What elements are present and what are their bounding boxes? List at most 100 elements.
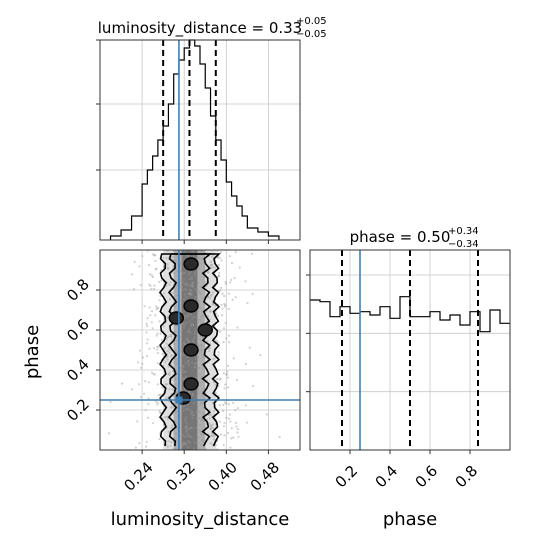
joint-scatter-point bbox=[208, 416, 211, 420]
joint-scatter-point bbox=[191, 282, 194, 285]
joint-scatter-point bbox=[230, 437, 233, 440]
joint-scatter-point bbox=[185, 426, 189, 429]
joint-scatter-point bbox=[176, 294, 179, 297]
joint-scatter-point bbox=[194, 363, 197, 366]
joint-scatter-point bbox=[229, 420, 232, 423]
joint-scatter-point bbox=[140, 366, 143, 369]
joint-scatter-point bbox=[192, 413, 195, 417]
joint-scatter-point bbox=[217, 351, 220, 354]
joint-scatter-point bbox=[183, 271, 187, 275]
joint-scatter-point bbox=[168, 400, 171, 403]
joint-scatter-point bbox=[152, 287, 156, 290]
joint-scatter-point bbox=[181, 444, 184, 447]
joint-scatter-point bbox=[196, 277, 199, 280]
joint-scatter-point bbox=[201, 314, 204, 318]
joint-scatter-point bbox=[182, 280, 185, 283]
joint-scatter-point bbox=[197, 366, 201, 369]
joint-scatter-point bbox=[199, 306, 202, 309]
joint-scatter-point bbox=[211, 303, 214, 306]
joint-scatter-point bbox=[195, 417, 198, 420]
joint-scatter-point bbox=[189, 292, 192, 295]
joint-scatter-point bbox=[180, 375, 183, 378]
joint-scatter-point bbox=[148, 273, 152, 276]
joint-scatter-point bbox=[227, 334, 231, 337]
joint-scatter-point bbox=[193, 365, 196, 368]
joint-scatter-point bbox=[226, 386, 230, 389]
joint-scatter-point bbox=[180, 443, 184, 446]
joint-scatter-point bbox=[154, 314, 157, 317]
joint-scatter-point bbox=[189, 320, 192, 323]
joint-scatter-point bbox=[208, 310, 211, 313]
joint-scatter-point bbox=[226, 431, 230, 435]
joint-contour-inner-0 bbox=[183, 257, 199, 271]
joint-scatter-point bbox=[265, 413, 269, 416]
joint-scatter-point bbox=[200, 348, 203, 352]
joint-scatter-point bbox=[184, 416, 187, 419]
joint-scatter-point bbox=[222, 372, 225, 375]
joint-scatter-point bbox=[183, 435, 186, 438]
joint-scatter-point bbox=[218, 256, 221, 260]
joint-scatter-point bbox=[152, 347, 156, 350]
joint-contour-middle bbox=[167, 253, 213, 447]
joint-scatter-point bbox=[209, 309, 212, 312]
joint-scatter-point bbox=[155, 308, 158, 311]
jt-xtick-label-1: 0.32 bbox=[163, 458, 199, 494]
joint-scatter-point bbox=[193, 337, 196, 340]
joint-scatter-point bbox=[227, 292, 230, 295]
joint-scatter-point bbox=[179, 443, 182, 446]
joint-scatter-point bbox=[181, 322, 185, 325]
joint-scatter-point bbox=[166, 415, 169, 418]
joint-scatter-point bbox=[182, 409, 185, 412]
joint-scatter-point bbox=[195, 290, 198, 293]
joint-scatter-point bbox=[211, 426, 214, 429]
joint-scatter-point bbox=[193, 330, 197, 334]
joint-scatter-point bbox=[236, 406, 239, 410]
joint-scatter-point bbox=[252, 384, 255, 388]
joint-scatter-point bbox=[246, 302, 249, 305]
joint-scatter-point bbox=[217, 353, 220, 357]
joint-scatter-point bbox=[190, 250, 193, 253]
joint-scatter-point bbox=[193, 271, 197, 274]
joint-scatter-point bbox=[191, 339, 194, 342]
joint-scatter-point bbox=[175, 432, 178, 435]
joint-scatter-point bbox=[181, 434, 184, 437]
joint-scatter-point bbox=[185, 288, 188, 292]
joint-scatter-point bbox=[207, 295, 210, 298]
joint-scatter-point bbox=[225, 373, 228, 376]
joint-scatter-point bbox=[222, 425, 226, 428]
joint-scatter-point bbox=[170, 363, 173, 366]
joint-scatter-point bbox=[228, 254, 231, 258]
joint-scatter-point bbox=[210, 435, 213, 438]
joint-plot-area bbox=[108, 250, 281, 450]
joint-scatter-point bbox=[151, 275, 154, 278]
joint-scatter-point bbox=[188, 292, 191, 295]
joint-scatter-point bbox=[173, 342, 176, 346]
joint-scatter-point bbox=[184, 293, 187, 296]
joint-scatter-point bbox=[175, 422, 178, 425]
joint-scatter-point bbox=[148, 347, 151, 350]
joint-scatter-point bbox=[222, 443, 225, 447]
joint-scatter-point bbox=[209, 294, 213, 298]
joint-scatter-point bbox=[224, 280, 227, 284]
joint-scatter-point bbox=[190, 285, 194, 288]
joint-scatter-point bbox=[190, 276, 193, 279]
joint-scatter-point bbox=[199, 401, 203, 404]
joint-scatter-point bbox=[197, 390, 200, 394]
joint-scatter-point bbox=[226, 373, 229, 376]
joint-scatter-point bbox=[156, 307, 159, 310]
joint-scatter-point bbox=[192, 255, 196, 258]
joint-scatter-point bbox=[185, 421, 188, 424]
joint-scatter-point bbox=[209, 427, 212, 431]
joint-scatter-point bbox=[169, 355, 173, 358]
joint-scatter-point bbox=[194, 295, 197, 299]
joint-scatter-point bbox=[199, 262, 202, 265]
joint-scatter-point bbox=[168, 351, 171, 354]
joint-scatter-point bbox=[202, 433, 205, 436]
joint-scatter-point bbox=[191, 285, 194, 288]
joint-scatter-point bbox=[188, 434, 191, 438]
joint-scatter-point bbox=[194, 376, 197, 379]
joint-scatter-point bbox=[201, 394, 204, 397]
joint-scatter-point bbox=[196, 332, 199, 335]
joint-scatter-point bbox=[244, 280, 247, 283]
joint-scatter-point bbox=[153, 254, 156, 257]
